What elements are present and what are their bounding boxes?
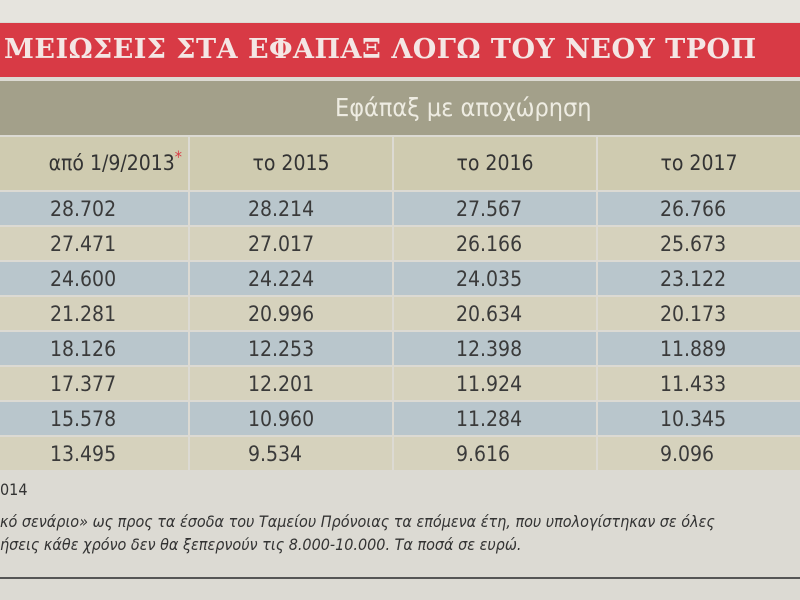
- group-header: Εφάπαξ με αποχώρηση: [0, 81, 800, 135]
- table-cell: 11.284: [394, 402, 596, 435]
- group-header-label: Εφάπαξ με αποχώρηση: [335, 93, 592, 122]
- table-cell: 20.173: [598, 297, 800, 330]
- divider: [0, 577, 800, 579]
- table-cell: 20.996: [190, 297, 392, 330]
- table-cell: 12.201: [190, 367, 392, 400]
- table-title-banner: ΜΕΙΩΣΕΙΣ ΣΤΑ ΕΦΑΠΑΞ ΛΟΓΩ ΤΟΥ ΝΕΟΥ ΤΡΟΠ: [0, 23, 800, 77]
- column-header-label: από 1/9/2013: [48, 151, 175, 175]
- table-cell: 9.616: [394, 437, 596, 470]
- table-cell: 12.253: [190, 332, 392, 365]
- asterisk-mark: *: [174, 147, 182, 166]
- footnote-line-2: ήσεις κάθε χρόνο δεν θα ξεπερνούν τις 8.…: [0, 535, 522, 554]
- table-cell: 24.600: [0, 262, 188, 295]
- table-cell: 15.578: [0, 402, 188, 435]
- column-header-1: από 1/9/2013*: [0, 137, 188, 190]
- source-note: 014: [0, 480, 28, 499]
- table-cell: 27.471: [0, 227, 188, 260]
- table-cell: 12.398: [394, 332, 596, 365]
- table-cell: 9.534: [190, 437, 392, 470]
- table-cell: 10.960: [190, 402, 392, 435]
- table-cell: 17.377: [0, 367, 188, 400]
- table-cell: 28.214: [190, 192, 392, 225]
- table-cell: 20.634: [394, 297, 596, 330]
- table-cell: 11.924: [394, 367, 596, 400]
- table-cell: 27.567: [394, 192, 596, 225]
- table-cell: 11.433: [598, 367, 800, 400]
- table-cell: 27.017: [190, 227, 392, 260]
- table-cell: 9.096: [598, 437, 800, 470]
- column-header-3: το 2016: [394, 137, 596, 190]
- table-cell: 24.035: [394, 262, 596, 295]
- footnote-line-1: κό σενάριο» ως προς τα έσοδα του Ταμείου…: [0, 512, 715, 531]
- table-cell: 23.122: [598, 262, 800, 295]
- table-cell: 26.766: [598, 192, 800, 225]
- table-cell: 13.495: [0, 437, 188, 470]
- table-cell: 18.126: [0, 332, 188, 365]
- table-cell: 24.224: [190, 262, 392, 295]
- table-cell: 21.281: [0, 297, 188, 330]
- paper-top-strip: [0, 0, 800, 22]
- table-cell: 10.345: [598, 402, 800, 435]
- table-cell: 11.889: [598, 332, 800, 365]
- table-cell: 25.673: [598, 227, 800, 260]
- table-cell: 26.166: [394, 227, 596, 260]
- table-cell: 28.702: [0, 192, 188, 225]
- column-header-2: το 2015: [190, 137, 392, 190]
- column-header-4: το 2017: [598, 137, 800, 190]
